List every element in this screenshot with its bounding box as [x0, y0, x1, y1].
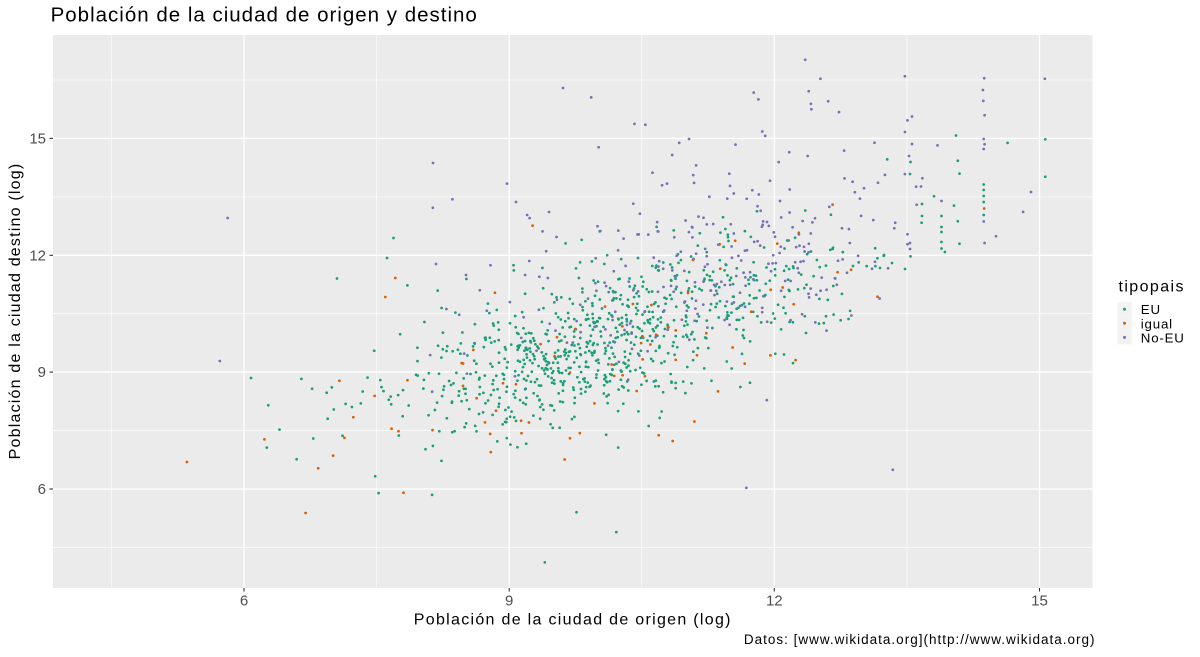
svg-text:12: 12 [766, 593, 783, 610]
svg-text:9: 9 [38, 364, 46, 381]
svg-text:Población de la ciudad destino: Población de la ciudad destino (log) [7, 163, 24, 460]
svg-text:6: 6 [38, 481, 46, 498]
svg-text:Datos: [www.wikidata.org](http: Datos: [www.wikidata.org](http://www.wik… [744, 632, 1096, 647]
svg-text:6: 6 [240, 593, 248, 610]
svg-text:Población de la ciudad de orig: Población de la ciudad de origen y desti… [51, 4, 478, 27]
svg-text:igual: igual [1141, 316, 1173, 331]
svg-text:15: 15 [1031, 593, 1048, 610]
svg-text:9: 9 [505, 593, 513, 610]
svg-text:15: 15 [29, 130, 46, 147]
svg-text:12: 12 [29, 247, 46, 264]
svg-text:EU: EU [1141, 302, 1161, 317]
svg-text:Población de la ciudad de orig: Población de la ciudad de origen (log) [414, 612, 732, 629]
svg-text:tipopais: tipopais [1119, 279, 1185, 296]
svg-text:No-EU: No-EU [1141, 330, 1185, 345]
